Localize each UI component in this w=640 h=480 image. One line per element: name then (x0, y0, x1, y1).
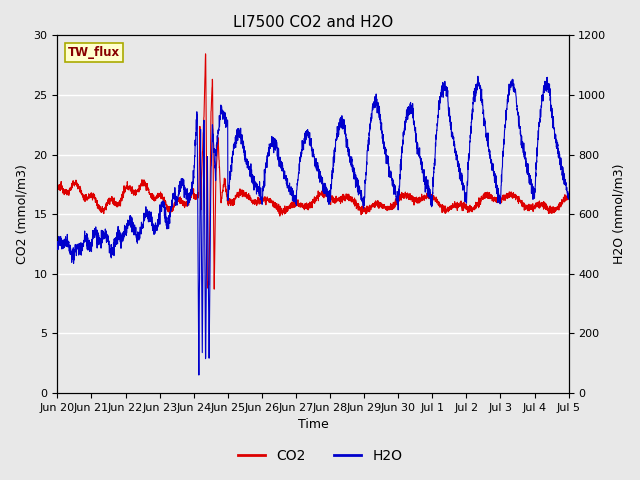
Title: LI7500 CO2 and H2O: LI7500 CO2 and H2O (233, 15, 393, 30)
Y-axis label: H2O (mmol/m3): H2O (mmol/m3) (612, 164, 625, 264)
Y-axis label: CO2 (mmol/m3): CO2 (mmol/m3) (15, 164, 28, 264)
Text: TW_flux: TW_flux (68, 46, 120, 59)
X-axis label: Time: Time (298, 419, 328, 432)
Legend: CO2, H2O: CO2, H2O (232, 443, 408, 468)
